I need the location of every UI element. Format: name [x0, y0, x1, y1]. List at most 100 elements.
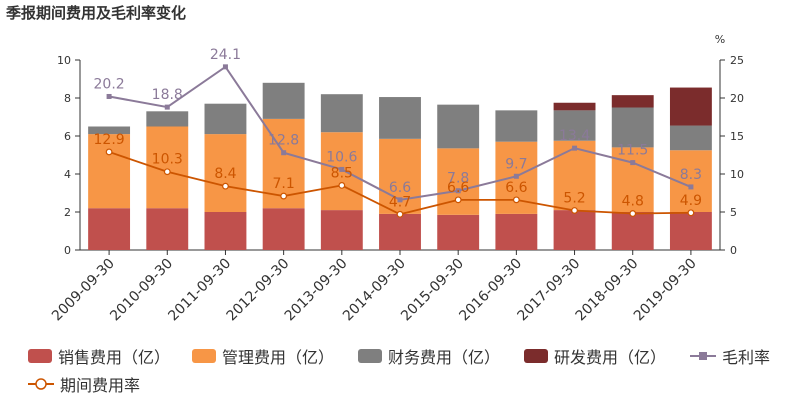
- data-label-gross-margin: 11.5: [617, 143, 648, 159]
- data-label-gross-margin: 8.3: [680, 167, 702, 183]
- bar-segment-3: [611, 95, 654, 108]
- data-label-period-expense: 8.4: [214, 166, 236, 182]
- bar-segment-0: [262, 208, 305, 250]
- point-gross-margin: [281, 150, 287, 156]
- point-period-expense: [105, 148, 113, 156]
- data-label-period-expense: 4.7: [389, 194, 411, 210]
- y-tick-label-left: 0: [64, 244, 71, 257]
- legend-label-admin: 管理费用（亿）: [222, 348, 335, 367]
- legend-item-finance[interactable]: 财务费用（亿）: [358, 345, 500, 367]
- point-gross-margin: [164, 104, 170, 110]
- right-axis-unit: %: [715, 33, 725, 46]
- bar-segment-3: [553, 102, 596, 111]
- legend-label-finance: 财务费用（亿）: [388, 348, 501, 367]
- point-gross-margin: [572, 145, 578, 151]
- data-label-period-expense: 5.2: [563, 190, 585, 206]
- legend-item-gross-margin[interactable]: 毛利率: [690, 345, 770, 367]
- bar-segment-0: [204, 212, 247, 250]
- point-period-expense: [396, 210, 404, 218]
- bar-segment-0: [437, 214, 480, 250]
- data-label-gross-margin: 6.6: [389, 180, 411, 196]
- data-label-period-expense: 4.8: [622, 194, 644, 210]
- y-tick-label-left: 6: [64, 130, 71, 143]
- bar-segment-2: [611, 107, 654, 148]
- bar-segment-2: [669, 125, 712, 151]
- y-tick-label-left: 8: [64, 92, 71, 105]
- y-tick-label-right: 15: [730, 130, 744, 143]
- point-gross-margin: [106, 93, 112, 99]
- legend-item-admin[interactable]: 管理费用（亿）: [192, 345, 334, 367]
- y-tick-label-right: 20: [730, 92, 744, 105]
- data-label-gross-margin: 10.6: [326, 149, 357, 165]
- bar-segment-2: [495, 110, 538, 142]
- point-period-expense: [512, 196, 520, 204]
- point-gross-margin: [339, 166, 345, 172]
- legend-label-gross-margin: 毛利率: [722, 348, 771, 367]
- legend-item-sales[interactable]: 销售费用（亿）: [28, 345, 170, 367]
- point-period-expense: [280, 192, 288, 200]
- x-tick-label: 2019-09-30: [631, 256, 700, 325]
- bar-segment-0: [553, 210, 596, 250]
- bar-segment-2: [379, 97, 421, 139]
- point-gross-margin: [513, 173, 519, 179]
- data-label-gross-margin: 18.8: [152, 87, 183, 103]
- point-gross-margin: [630, 160, 636, 166]
- bar-segment-0: [320, 210, 363, 250]
- bar-segment-2: [553, 110, 596, 141]
- chart: 02468100510152025%2009-09-302010-09-3020…: [49, 33, 744, 325]
- point-gross-margin: [455, 188, 461, 194]
- legend-swatch-finance: [358, 349, 382, 363]
- data-label-period-expense: 12.9: [94, 132, 125, 148]
- data-label-period-expense: 8.5: [331, 165, 353, 181]
- legend-label-period-expense: 期间费用率: [60, 376, 141, 395]
- legend-item-period-expense[interactable]: 期间费用率: [28, 373, 140, 395]
- point-period-expense: [629, 210, 637, 217]
- bar-segment-1: [88, 134, 131, 209]
- bar-segment-2: [88, 126, 131, 135]
- legend-symbol-period-expense: [28, 378, 54, 390]
- data-label-gross-margin: 12.8: [268, 133, 299, 149]
- bar-segment-0: [88, 208, 131, 250]
- point-gross-margin: [688, 184, 694, 190]
- y-tick-label-left: 4: [64, 168, 71, 181]
- chart-title: 季报期间费用及毛利率变化: [6, 4, 187, 22]
- data-label-period-expense: 6.6: [505, 180, 527, 196]
- legend-swatch-rd: [524, 349, 548, 363]
- bar-segment-0: [146, 208, 189, 250]
- data-label-period-expense: 6.6: [447, 180, 469, 196]
- bar-segment-0: [669, 212, 712, 250]
- y-tick-label-right: 0: [730, 244, 737, 257]
- legend-item-rd[interactable]: 研发费用（亿）: [524, 345, 666, 367]
- bar-segment-0: [379, 213, 421, 250]
- legend-swatch-sales: [28, 349, 52, 363]
- bar-segment-2: [320, 94, 363, 133]
- bar-segment-0: [611, 212, 654, 250]
- data-label-period-expense: 7.1: [273, 176, 295, 192]
- data-label-gross-margin: 13.4: [559, 128, 590, 144]
- bar-segment-2: [146, 111, 189, 127]
- legend-symbol-gross-margin: [690, 352, 716, 360]
- data-label-gross-margin: 24.1: [210, 47, 241, 63]
- y-tick-label-left: 10: [57, 54, 71, 67]
- y-tick-label-right: 10: [730, 168, 744, 181]
- data-label-gross-margin: 20.2: [94, 76, 125, 92]
- data-label-gross-margin: 7.8: [447, 171, 469, 187]
- bar-segment-2: [262, 82, 305, 119]
- point-period-expense: [454, 196, 462, 204]
- data-label-period-expense: 10.3: [152, 152, 183, 168]
- y-tick-label-right: 5: [730, 206, 737, 219]
- point-gross-margin: [397, 197, 403, 203]
- bar-segment-2: [204, 103, 247, 135]
- data-label-gross-margin: 9.7: [505, 156, 527, 172]
- y-tick-label-left: 2: [64, 206, 71, 219]
- y-tick-label-right: 25: [730, 54, 744, 67]
- legend-label-sales: 销售费用（亿）: [58, 348, 171, 367]
- legend-swatch-admin: [192, 349, 216, 363]
- point-gross-margin: [222, 64, 228, 70]
- point-period-expense: [571, 207, 578, 214]
- data-label-period-expense: 4.9: [680, 193, 702, 209]
- point-period-expense: [222, 182, 229, 190]
- bar-segment-0: [495, 213, 538, 250]
- point-period-expense: [338, 181, 346, 189]
- bar-segment-1: [204, 134, 247, 212]
